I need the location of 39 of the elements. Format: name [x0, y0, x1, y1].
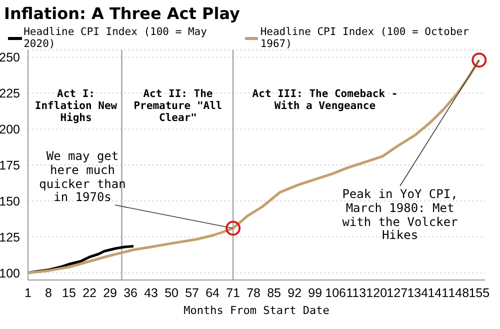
- annotation: We may get here much quicker than in 1970s: [38, 149, 127, 206]
- chart-title: Inflation: A Three Act Play: [4, 4, 240, 23]
- y-tick-label: 150: [0, 194, 20, 208]
- x-axis-title: Months From Start Date: [184, 304, 330, 317]
- x-tick-label: 50: [164, 286, 179, 300]
- x-tick-label: 29: [103, 286, 118, 300]
- x-tick-label: 127: [386, 286, 408, 300]
- x-tick-label: 36: [124, 286, 138, 300]
- x-tick-label: 57: [185, 286, 200, 300]
- x-tick-label: 92: [288, 286, 302, 300]
- x-tick-label: 15: [62, 286, 76, 300]
- legend-label: Headline CPI Index (100 = May 2020): [22, 26, 208, 50]
- x-tick-label: 85: [267, 286, 282, 300]
- legend-label: Headline CPI Index (100 = October 1967): [259, 26, 470, 50]
- annotation: Act III: The Comeback - With a Vengeance: [251, 88, 399, 112]
- x-tick-label: 8: [45, 286, 52, 300]
- y-tick-label: 100: [0, 266, 20, 280]
- x-tick-label: 64: [206, 286, 220, 300]
- y-tick-label: 125: [0, 230, 20, 244]
- x-tick-label: 155: [468, 286, 490, 300]
- x-tick-label: 113: [346, 286, 366, 300]
- x-tick-label: 1: [24, 286, 32, 300]
- annotation: Act I: Inflation New Highs: [34, 88, 118, 124]
- y-tick-label: 175: [0, 158, 20, 172]
- x-tick-label: 120: [366, 286, 388, 300]
- x-tick-label: 99: [308, 286, 322, 300]
- x-tick-label: 141: [428, 286, 449, 300]
- y-tick-label: 200: [0, 122, 20, 136]
- x-tick-label: 78: [246, 286, 261, 300]
- x-tick-label: 43: [144, 286, 158, 300]
- x-tick-label: 148: [448, 286, 470, 300]
- x-tick-label: 106: [325, 286, 346, 300]
- x-tick-label: 71: [226, 286, 240, 300]
- y-tick-label: 250: [0, 50, 20, 65]
- x-tick-label: 134: [407, 286, 428, 300]
- annotation: Act II: The Premature "All Clear": [132, 88, 224, 124]
- annotation: Peak in YoY CPI, March 1980: Met with the Volcker Hikes: [341, 187, 459, 244]
- y-tick-label: 225: [0, 86, 20, 101]
- x-tick-label: 22: [82, 286, 97, 300]
